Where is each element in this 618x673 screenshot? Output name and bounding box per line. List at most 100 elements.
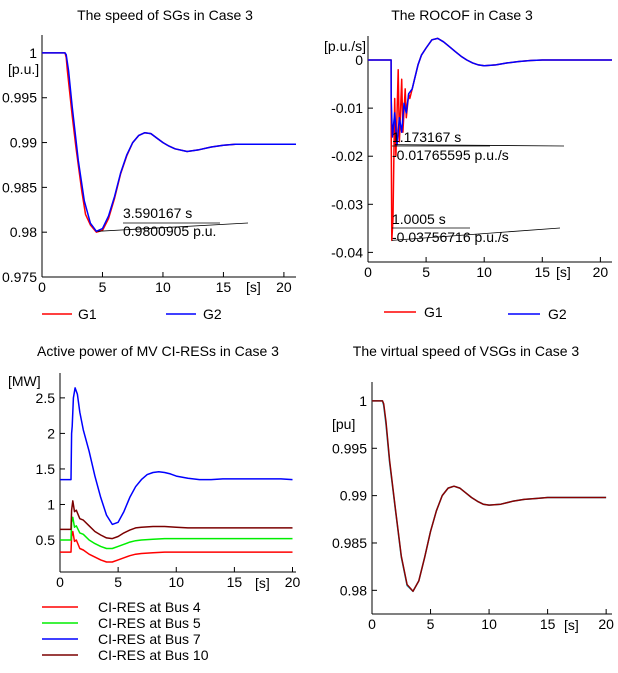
series-line-2 <box>368 37 612 146</box>
y-tick-label: 0.985 <box>2 179 37 195</box>
x-tick-label: 5 <box>422 264 430 280</box>
series-lines <box>42 52 296 233</box>
y-tick-label: -0.04 <box>331 244 363 260</box>
annotation-1: 1.173167 s -0.01765595 p.u./s <box>392 129 565 163</box>
series-line-2 <box>60 516 293 550</box>
y-tick-label: -0.03 <box>331 196 363 212</box>
y-tick-label: 2 <box>47 425 55 441</box>
x-tick-label: 15 <box>534 264 550 280</box>
y-tick-label: 0.99 <box>10 135 37 151</box>
x-tick-label: 15 <box>216 279 232 295</box>
y-unit-label: [p.u./s] <box>324 38 366 54</box>
chart-title: The speed of SGs in Case 3 <box>77 7 253 23</box>
series-lines <box>368 37 612 242</box>
x-tick-label: 20 <box>285 574 301 590</box>
y-tick-label: 0.99 <box>340 488 367 504</box>
annotation-2: 1.0005 s -0.03756716 p.u./s <box>391 211 561 245</box>
x-ticks: 0 5 10 15 20 <box>38 272 292 295</box>
y-tick-label: 0.995 <box>2 90 37 106</box>
x-tick-label: 15 <box>540 616 556 632</box>
annotation-value: 0.9800905 p.u. <box>123 223 216 239</box>
series-lines <box>60 387 293 563</box>
legend-label-bus10: CI-RES at Bus 10 <box>98 647 209 663</box>
legend-label-bus7: CI-RES at Bus 7 <box>98 631 201 647</box>
y-unit-label: [p.u.] <box>8 61 39 77</box>
y-tick-label: 2.5 <box>36 390 56 406</box>
x-tick-label: 5 <box>114 574 122 590</box>
y-tick-label: 0.995 <box>332 440 367 456</box>
legend-label-bus5: CI-RES at Bus 5 <box>98 615 201 631</box>
x-tick-label: 0 <box>364 264 372 280</box>
legend-label-bus4: CI-RES at Bus 4 <box>98 599 201 615</box>
x-tick-label: 5 <box>427 616 435 632</box>
annotation-time: 1.0005 s <box>392 211 446 227</box>
x-unit-label: [s] <box>564 617 579 633</box>
y-ticks: 0.5 1 1.5 2 2.5 <box>36 390 65 548</box>
x-ticks: 0 5 10 15 20 <box>368 609 614 632</box>
x-tick-label: 0 <box>38 279 46 295</box>
x-ticks: 0 5 10 15 20 <box>364 257 608 280</box>
y-tick-label: 0.975 <box>2 269 37 285</box>
y-tick-label: -0.02 <box>331 148 363 164</box>
plot-frame <box>371 382 612 615</box>
series-lines <box>372 400 607 593</box>
legend-label-g2: G2 <box>203 306 222 322</box>
y-tick-label: 0.985 <box>332 535 367 551</box>
x-unit-label: [s] <box>246 279 261 295</box>
series-line-2 <box>42 52 296 233</box>
series-line-2 <box>372 400 607 593</box>
x-tick-label: 20 <box>598 616 614 632</box>
y-tick-label: 1 <box>359 393 367 409</box>
x-tick-label: 20 <box>276 279 292 295</box>
y-tick-label: 0 <box>355 52 363 68</box>
legend-label-g1: G1 <box>78 306 97 322</box>
chart-title: Active power of MV CI-RESs in Case 3 <box>37 343 279 359</box>
panel-active-power: Active power of MV CI-RESs in Case 3 [MW… <box>8 343 301 663</box>
y-tick-label: 0.5 <box>36 532 56 548</box>
y-tick-label: -0.01 <box>331 100 363 116</box>
annotation-leader-line <box>394 144 565 147</box>
series-line-3 <box>60 387 293 526</box>
y-ticks: 0.98 0.985 0.99 0.995 1 <box>332 393 377 598</box>
annotation-time: 3.590167 s <box>123 205 192 221</box>
legend: G1 G2 <box>42 306 222 322</box>
x-tick-label: 5 <box>99 279 107 295</box>
plot-frame <box>41 35 296 278</box>
annotation-value: -0.01765595 p.u./s <box>392 147 509 163</box>
legend-label-g2: G2 <box>548 306 567 322</box>
legend: CI-RES at Bus 4 CI-RES at Bus 5 CI-RES a… <box>42 599 209 663</box>
chart-title: The virtual speed of VSGs in Case 3 <box>353 343 580 359</box>
x-unit-label: [s] <box>556 264 571 280</box>
panel-rocof: The ROCOF in Case 3 [p.u./s] [s] -0.04-0… <box>324 7 612 322</box>
panel-sg-speed: The speed of SGs in Case 3 [p.u.] [s] 0.… <box>2 7 296 322</box>
x-tick-label: 0 <box>56 574 64 590</box>
y-tick-label: 1 <box>29 45 37 61</box>
y-tick-label: 1.5 <box>36 461 56 477</box>
series-line-4 <box>60 500 293 540</box>
x-unit-label: [s] <box>255 575 270 591</box>
annotation: 3.590167 s 0.9800905 p.u. <box>97 205 249 239</box>
y-tick-label: 0.98 <box>10 224 37 240</box>
plot-frame <box>59 373 296 573</box>
y-unit-label: [pu] <box>332 416 355 432</box>
x-tick-label: 10 <box>481 616 497 632</box>
annotation-leader-line <box>97 222 249 232</box>
x-tick-label: 15 <box>227 574 243 590</box>
annotation-time: 1.173167 s <box>392 129 461 145</box>
x-tick-label: 10 <box>155 279 171 295</box>
annotation-leader-line <box>391 227 561 241</box>
plot-frame <box>367 36 612 263</box>
x-tick-label: 20 <box>593 264 609 280</box>
series-line-1 <box>372 400 607 593</box>
x-ticks: 0 5 10 15 20 <box>56 567 301 590</box>
y-ticks: -0.04 -0.03 -0.02 -0.01 0 <box>331 52 373 260</box>
y-unit-label: [MW] <box>8 373 41 389</box>
x-tick-label: 10 <box>168 574 184 590</box>
y-ticks: 0.975 0.98 0.985 0.99 0.995 1 <box>2 45 47 285</box>
x-tick-label: 0 <box>368 616 376 632</box>
legend: G1 G2 <box>384 304 567 322</box>
chart-title: The ROCOF in Case 3 <box>391 7 533 23</box>
x-tick-label: 10 <box>476 264 492 280</box>
y-tick-label: 1 <box>47 496 55 512</box>
